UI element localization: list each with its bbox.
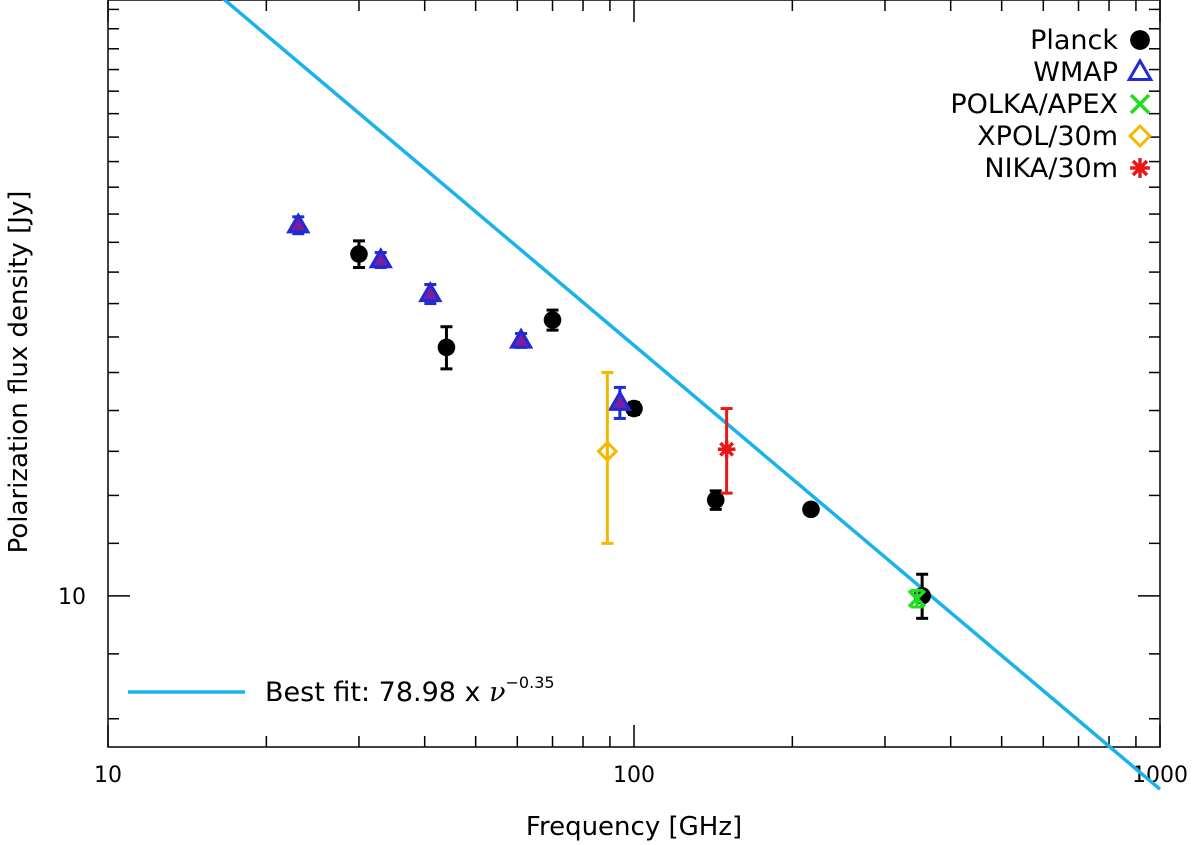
marker-shape — [907, 589, 927, 608]
x-tick-label: 1000 — [1132, 763, 1188, 788]
fit-legend-text: Best fit: 78.98 x ν−0.35 — [265, 673, 555, 708]
data-point — [543, 308, 562, 332]
fit-legend: Best fit: 78.98 x ν−0.35 — [128, 673, 555, 708]
x-marker — [907, 589, 927, 608]
series-polka-apex — [907, 588, 927, 609]
marker-shape — [1129, 93, 1151, 115]
fit-line — [222, 0, 1162, 791]
legend-marker — [1129, 93, 1151, 115]
data-point — [596, 371, 619, 545]
marker-shape — [625, 399, 643, 418]
triangle-marker — [607, 389, 633, 411]
fit-symbol: ν — [489, 677, 505, 708]
data-point — [286, 212, 311, 236]
x-axis-label: Frequency [GHz] — [526, 812, 742, 842]
y-tick-label: 10 — [58, 585, 86, 610]
marker-shape — [418, 281, 443, 303]
legend-label: NIKA/30m — [984, 153, 1118, 184]
series-nika-30m — [717, 407, 736, 495]
legend-label: XPOL/30m — [977, 121, 1118, 152]
circle-marker — [350, 245, 368, 263]
y-axis-label: Polarization flux density [Jy] — [4, 191, 34, 554]
legend-marker — [1126, 57, 1154, 82]
data-point — [625, 399, 643, 418]
legend-marker — [1130, 158, 1150, 178]
data-point — [368, 247, 393, 270]
triangle-marker — [508, 327, 534, 349]
marker-shape — [1127, 123, 1153, 149]
axis-tick-labels: 10 100 1000 10 — [58, 585, 1188, 788]
fit-label: Best fit: 78.98 x — [265, 677, 489, 708]
diamond-marker — [596, 440, 619, 463]
legend-label: Planck — [1030, 25, 1118, 56]
axis-ticks — [107, 0, 1161, 747]
data-point — [706, 489, 725, 511]
marker-shape — [350, 245, 368, 263]
data-point — [418, 281, 443, 306]
fit-exponent: −0.35 — [506, 673, 555, 692]
series-wmap — [286, 212, 633, 420]
marker-shape — [1130, 30, 1150, 50]
legend-label: WMAP — [1033, 57, 1118, 88]
data-point — [350, 239, 368, 270]
legend-marker — [1130, 30, 1150, 50]
asterisk-marker — [717, 440, 736, 459]
triangle-marker — [286, 212, 311, 234]
data-point — [508, 327, 534, 349]
legend-marker — [1127, 123, 1153, 149]
marker-shape — [596, 440, 619, 463]
marker-shape — [508, 327, 534, 349]
marker-shape — [706, 491, 725, 509]
fit-layer — [222, 0, 1162, 791]
marker-shape — [543, 311, 562, 329]
circle-marker — [802, 500, 820, 519]
data-point — [437, 325, 456, 371]
data-point — [802, 500, 820, 519]
series-planck — [350, 239, 931, 620]
circle-marker — [543, 311, 562, 329]
triangle-marker — [418, 281, 443, 303]
marker-shape — [286, 212, 311, 234]
x-tick-label: 10 — [94, 763, 122, 788]
data-point — [907, 588, 927, 609]
marker-shape — [368, 247, 393, 269]
data-layer — [286, 212, 931, 620]
marker-shape — [437, 338, 456, 357]
marker-shape — [719, 441, 735, 457]
circle-marker — [437, 338, 456, 357]
series-xpol-30m — [596, 371, 619, 545]
marker-shape — [1131, 159, 1149, 177]
data-point — [717, 407, 736, 495]
data-point — [607, 385, 633, 420]
marker-shape — [802, 500, 820, 519]
triangle-marker — [368, 247, 393, 269]
circle-marker — [625, 399, 643, 418]
x-tick-label: 100 — [613, 763, 655, 788]
marker-shape — [607, 389, 633, 411]
circle-marker — [706, 491, 725, 509]
legend-label: POLKA/APEX — [950, 89, 1118, 120]
marker-shape — [1126, 57, 1154, 82]
